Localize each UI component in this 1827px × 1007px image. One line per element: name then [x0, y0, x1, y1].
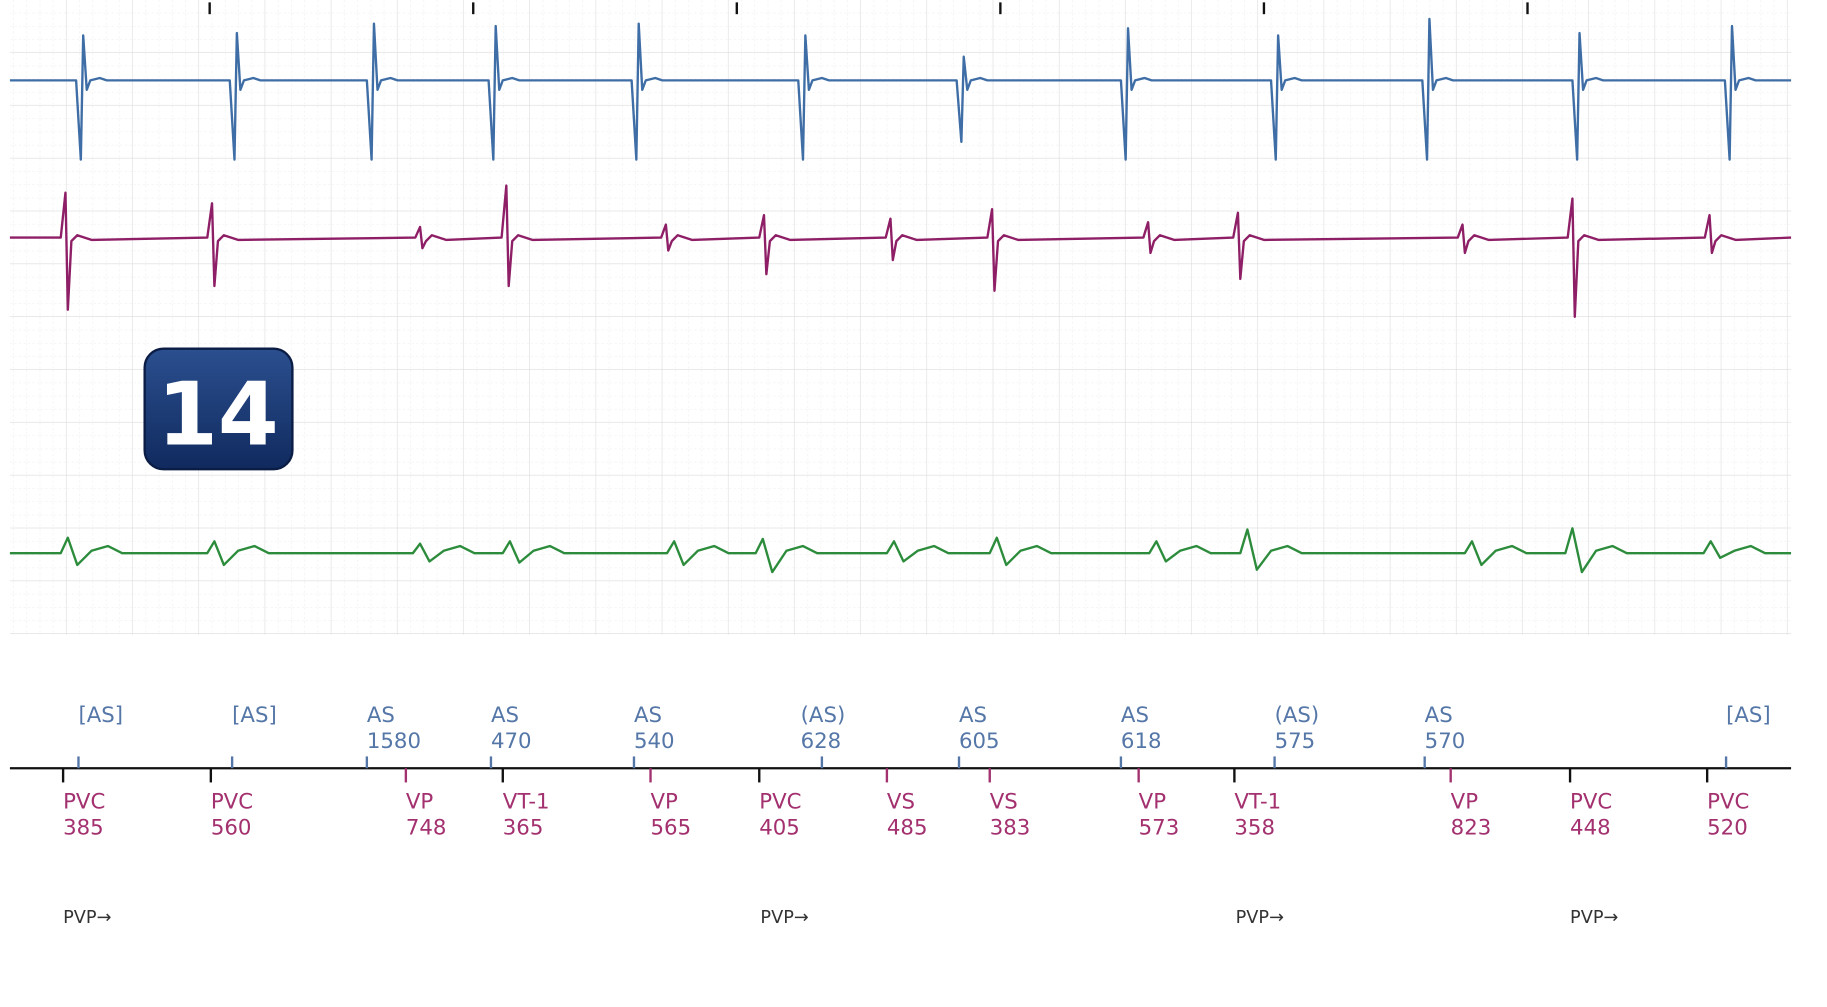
ventricular-label: VP	[406, 789, 434, 814]
ventricular-interval: 823	[1451, 815, 1492, 840]
atrial-label: [AS]	[1726, 703, 1771, 728]
ventricular-interval: 365	[503, 815, 544, 840]
atrial-interval: 570	[1425, 729, 1466, 754]
ventricular-label: VP	[651, 789, 679, 814]
badge-number: 14	[157, 363, 279, 465]
ventricular-label: VS	[887, 789, 915, 814]
ventricular-interval: 560	[211, 815, 252, 840]
ventricular-interval: 448	[1570, 815, 1611, 840]
atrial-label: (AS)	[801, 703, 846, 728]
ventricular-trace	[9, 184, 1792, 318]
atrial-interval: 1580	[367, 729, 421, 754]
grid	[9, 0, 1792, 635]
pvp-label: PVP→	[63, 908, 111, 928]
atrial-interval: 605	[959, 729, 1000, 754]
ventricular-label: VS	[990, 789, 1018, 814]
markers: [AS] [AS] AS1580AS470AS540(AS)628AS605AS61…	[61, 703, 1771, 928]
ventricular-interval: 485	[887, 815, 928, 840]
pvp-label: PVP→	[760, 908, 808, 928]
ventricular-interval: 385	[63, 815, 104, 840]
ventricular-interval: 383	[990, 815, 1031, 840]
ventricular-label: PVC	[1570, 789, 1612, 814]
ventricular-interval: 748	[406, 815, 447, 840]
ventricular-label: PVC	[211, 789, 253, 814]
pvp-label: PVP→	[1236, 908, 1284, 928]
atrial-interval: 470	[491, 729, 532, 754]
badge: 14	[143, 347, 294, 471]
atrial-label: (AS)	[1275, 703, 1320, 728]
atrial-label: AS	[959, 703, 987, 728]
ventricular-interval: 405	[759, 815, 800, 840]
ventricular-interval: 520	[1707, 815, 1748, 840]
ventricular-label: VT-1	[503, 789, 550, 814]
pvp-label: PVP→	[1570, 908, 1618, 928]
ventricular-label: VT-1	[1234, 789, 1281, 814]
ventricular-label: PVC	[63, 789, 105, 814]
surface-ecg-trace	[9, 527, 1792, 574]
atrial-label: [AS]	[232, 703, 277, 728]
ventricular-label: PVC	[759, 789, 801, 814]
atrial-interval: 628	[801, 729, 842, 754]
atrial-label: AS	[367, 703, 395, 728]
atrial-interval: 575	[1275, 729, 1316, 754]
atrial-label: [AS]	[78, 703, 123, 728]
atrial-interval: 540	[634, 729, 675, 754]
ventricular-interval: 573	[1139, 815, 1180, 840]
atrial-label: AS	[1121, 703, 1149, 728]
ventricular-label: PVC	[1707, 789, 1749, 814]
ventricular-interval: 565	[651, 815, 692, 840]
atrial-label: AS	[491, 703, 519, 728]
ventricular-label: VP	[1451, 789, 1479, 814]
traces	[9, 17, 1792, 574]
atrial-label: AS	[1425, 703, 1453, 728]
atrial-label: AS	[634, 703, 662, 728]
atrial-interval: 618	[1121, 729, 1162, 754]
ventricular-label: VP	[1139, 789, 1167, 814]
badge-box	[143, 347, 294, 471]
atrial-trace	[9, 17, 1792, 161]
ventricular-interval: 358	[1234, 815, 1275, 840]
